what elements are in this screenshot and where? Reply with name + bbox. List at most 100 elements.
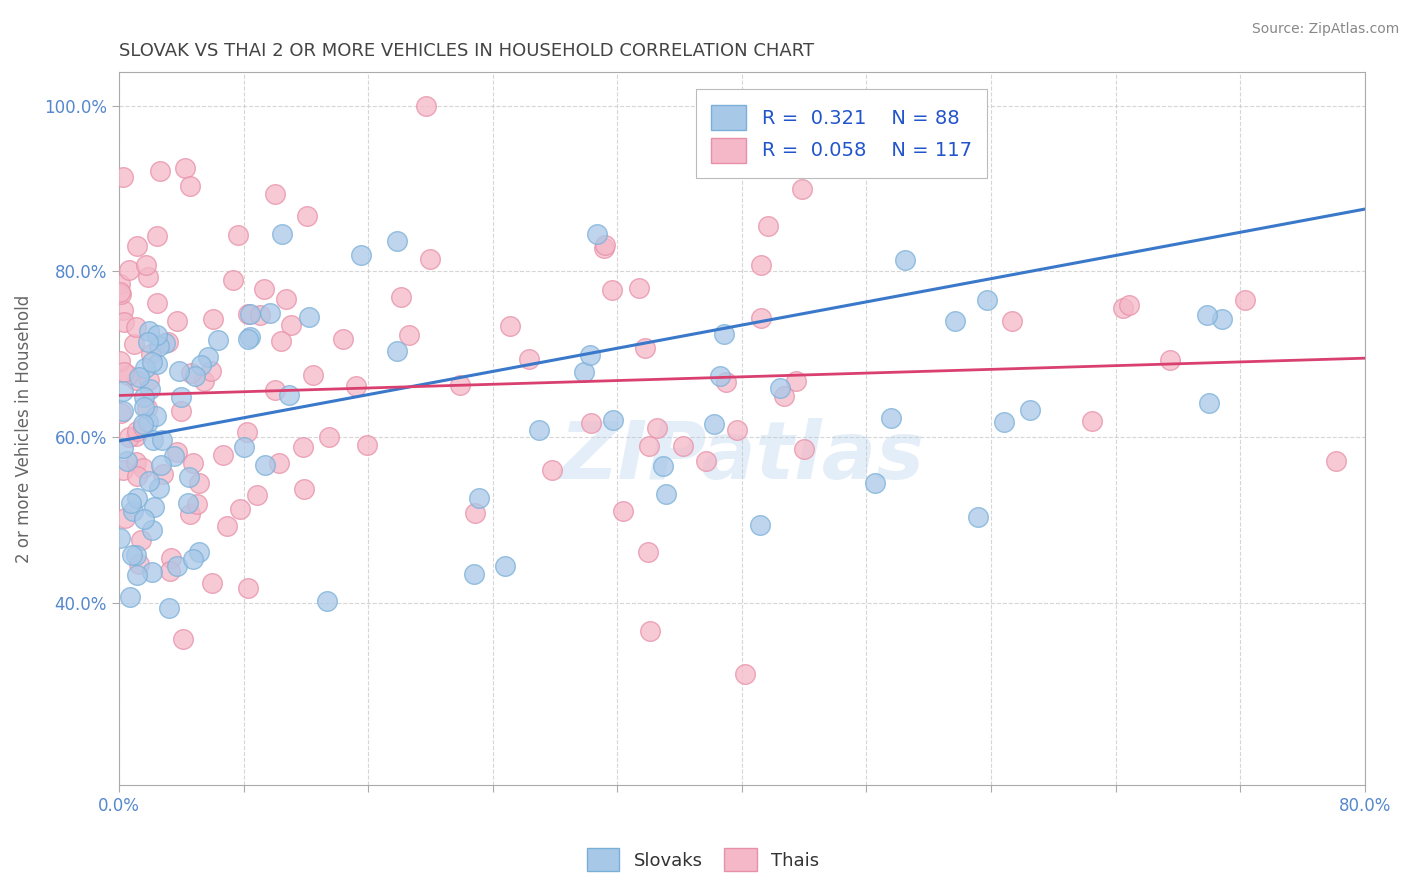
Point xyxy=(160,551,183,566)
Legend: Slovaks, Thais: Slovaks, Thais xyxy=(579,841,827,879)
Point xyxy=(122,504,145,518)
Point xyxy=(602,413,624,427)
Point xyxy=(297,209,319,223)
Point xyxy=(159,564,181,578)
Point xyxy=(127,239,149,253)
Point xyxy=(270,334,292,349)
Point xyxy=(111,463,134,477)
Point xyxy=(1111,301,1133,315)
Point xyxy=(1159,353,1181,368)
Point xyxy=(967,509,990,524)
Point xyxy=(1197,309,1219,323)
Point xyxy=(132,461,155,475)
Point xyxy=(709,368,731,383)
Point xyxy=(943,314,966,328)
Point xyxy=(172,632,194,646)
Point xyxy=(294,482,316,496)
Point xyxy=(180,366,202,380)
Point xyxy=(143,500,166,514)
Point xyxy=(118,263,141,277)
Point xyxy=(769,382,792,396)
Point xyxy=(166,445,188,459)
Point xyxy=(207,333,229,347)
Point xyxy=(627,281,650,295)
Point xyxy=(110,531,132,545)
Point xyxy=(145,357,167,371)
Point xyxy=(201,312,224,326)
Point xyxy=(112,366,135,380)
Point xyxy=(749,258,772,272)
Point xyxy=(166,558,188,573)
Point xyxy=(579,348,602,362)
Point xyxy=(264,384,287,398)
Point xyxy=(111,441,134,455)
Point xyxy=(637,438,659,452)
Point xyxy=(593,241,616,255)
Point xyxy=(259,306,281,320)
Point xyxy=(274,292,297,306)
Point xyxy=(756,219,779,233)
Point xyxy=(121,548,143,562)
Text: SLOVAK VS THAI 2 OR MORE VEHICLES IN HOUSEHOLD CORRELATION CHART: SLOVAK VS THAI 2 OR MORE VEHICLES IN HOU… xyxy=(120,42,814,60)
Point xyxy=(792,181,814,195)
Point xyxy=(498,318,520,333)
Point xyxy=(793,442,815,457)
Point xyxy=(145,409,167,423)
Point xyxy=(177,469,200,483)
Point xyxy=(127,468,149,483)
Point xyxy=(645,421,668,435)
Point xyxy=(519,351,541,366)
Point xyxy=(125,320,148,334)
Point xyxy=(150,458,173,472)
Point xyxy=(190,359,212,373)
Point xyxy=(302,368,325,382)
Point xyxy=(112,169,135,184)
Point xyxy=(236,332,259,346)
Point xyxy=(117,368,139,382)
Point xyxy=(145,229,167,244)
Point xyxy=(449,377,471,392)
Legend: R =  0.321    N = 88, R =  0.058    N = 117: R = 0.321 N = 88, R = 0.058 N = 117 xyxy=(696,89,987,178)
Point xyxy=(141,355,163,369)
Point xyxy=(138,324,160,338)
Point xyxy=(278,388,301,402)
Point xyxy=(389,289,412,303)
Point xyxy=(141,565,163,579)
Point xyxy=(419,252,441,266)
Point xyxy=(1324,454,1347,468)
Point xyxy=(236,307,259,321)
Point xyxy=(115,454,138,468)
Point xyxy=(157,600,180,615)
Point xyxy=(280,318,302,332)
Point xyxy=(179,508,201,522)
Point xyxy=(174,161,197,176)
Point xyxy=(464,506,486,520)
Point xyxy=(177,496,200,510)
Point xyxy=(235,425,257,439)
Point xyxy=(634,341,657,355)
Point xyxy=(249,308,271,322)
Point xyxy=(749,311,772,326)
Point xyxy=(187,545,209,559)
Point xyxy=(880,411,903,425)
Point xyxy=(125,568,148,582)
Point xyxy=(125,373,148,387)
Point xyxy=(110,406,132,420)
Point xyxy=(193,375,215,389)
Point xyxy=(222,273,245,287)
Point xyxy=(157,334,180,349)
Point xyxy=(136,270,159,285)
Point xyxy=(125,429,148,443)
Point xyxy=(132,420,155,434)
Point xyxy=(734,666,756,681)
Point xyxy=(1019,403,1042,417)
Point xyxy=(893,253,915,268)
Point xyxy=(110,285,132,300)
Point xyxy=(110,286,132,301)
Point xyxy=(773,389,796,403)
Point xyxy=(166,314,188,328)
Point xyxy=(141,347,163,361)
Point xyxy=(713,326,735,341)
Point xyxy=(703,417,725,431)
Point xyxy=(112,302,135,317)
